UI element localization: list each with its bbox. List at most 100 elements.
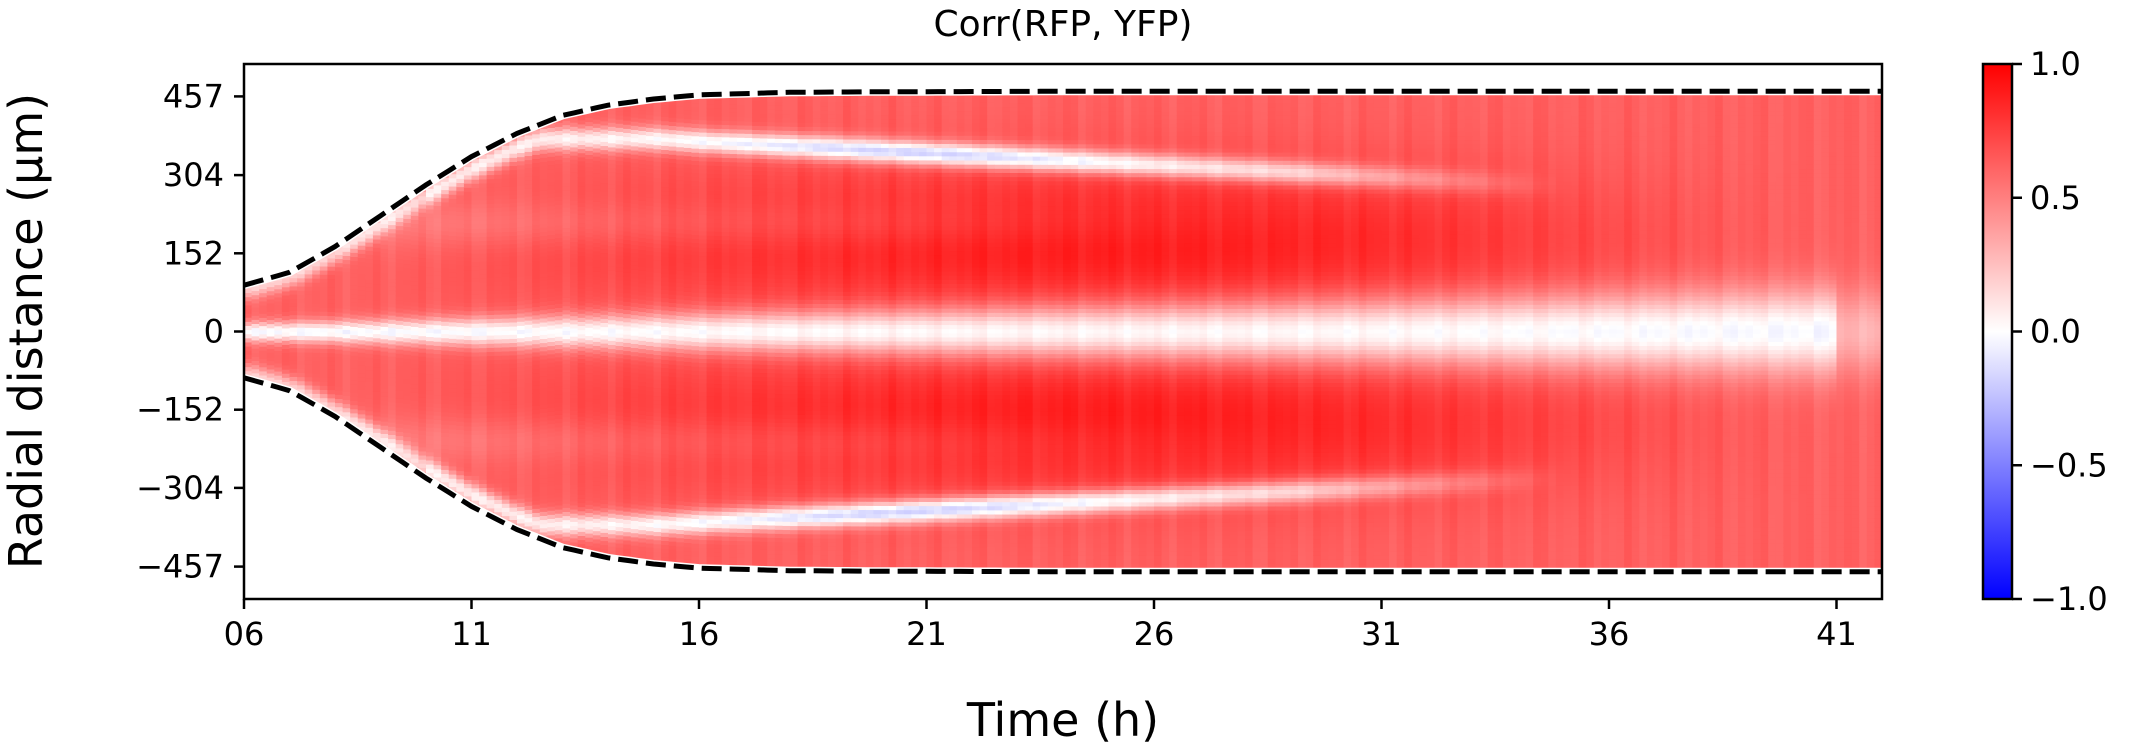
heatmap-cell bbox=[577, 152, 586, 158]
heatmap-cell bbox=[638, 500, 647, 506]
heatmap-cell bbox=[501, 149, 511, 154]
heatmap-cell bbox=[683, 291, 693, 297]
heatmap-cell bbox=[456, 244, 465, 249]
heatmap-cell bbox=[699, 313, 708, 318]
heatmap-cell bbox=[577, 428, 586, 434]
heatmap-cell bbox=[304, 384, 313, 390]
heatmap-cell bbox=[509, 268, 518, 274]
heatmap-cell bbox=[577, 119, 586, 125]
heatmap-cell bbox=[630, 166, 639, 172]
heatmap-cell bbox=[509, 490, 518, 496]
heatmap-cell bbox=[683, 443, 693, 449]
heatmap-cell bbox=[661, 396, 670, 402]
heatmap-cell bbox=[608, 496, 617, 502]
heatmap-cell bbox=[554, 327, 564, 333]
heatmap-cell bbox=[274, 375, 283, 380]
heatmap-cell bbox=[676, 504, 685, 510]
heatmap-cell bbox=[251, 343, 260, 349]
heatmap-cell bbox=[312, 352, 321, 357]
heatmap-cell bbox=[433, 423, 442, 429]
heatmap-cell bbox=[706, 502, 715, 508]
heatmap-cell bbox=[691, 510, 700, 515]
heatmap-cell bbox=[539, 144, 548, 150]
heatmap-cell bbox=[547, 205, 556, 211]
heatmap-cell bbox=[668, 327, 677, 332]
heatmap-cell bbox=[463, 166, 473, 172]
heatmap-cell bbox=[388, 438, 397, 444]
heatmap-cell bbox=[630, 244, 639, 250]
heatmap-cell bbox=[380, 289, 389, 295]
heatmap-cell bbox=[494, 499, 503, 505]
heatmap-cell bbox=[342, 403, 351, 409]
heatmap-cell bbox=[676, 377, 685, 382]
heatmap-cell bbox=[699, 510, 708, 516]
heatmap-cell bbox=[630, 540, 639, 546]
heatmap-cell bbox=[661, 404, 670, 410]
heatmap-cell bbox=[471, 500, 480, 505]
heatmap-cell bbox=[471, 162, 480, 168]
heatmap-cell bbox=[585, 203, 594, 209]
heatmap-cell bbox=[357, 319, 366, 324]
heatmap-cell bbox=[608, 369, 617, 374]
heatmap-cell bbox=[539, 243, 548, 249]
heatmap-cell bbox=[342, 317, 351, 322]
heatmap-cell bbox=[471, 265, 480, 271]
heatmap-cell bbox=[683, 509, 693, 515]
heatmap-cell bbox=[699, 354, 708, 359]
heatmap-cell bbox=[600, 540, 609, 546]
heatmap-cell bbox=[479, 302, 488, 308]
heatmap-cell bbox=[456, 322, 465, 328]
heatmap-cell bbox=[342, 304, 351, 310]
heatmap-cell bbox=[600, 194, 609, 200]
heatmap-cell bbox=[463, 335, 473, 341]
heatmap-cell bbox=[532, 520, 541, 526]
heatmap-cell bbox=[699, 436, 708, 442]
heatmap-cell bbox=[699, 490, 708, 495]
heatmap-cell bbox=[471, 207, 480, 213]
heatmap-cell bbox=[456, 375, 465, 381]
heatmap-cell bbox=[706, 354, 715, 360]
heatmap-cell bbox=[494, 503, 503, 509]
heatmap-cell bbox=[524, 315, 533, 321]
heatmap-cell bbox=[418, 224, 427, 230]
heatmap-cell bbox=[403, 226, 412, 232]
heatmap-cell bbox=[615, 530, 624, 536]
heatmap-cell bbox=[638, 521, 647, 527]
heatmap-cell bbox=[615, 423, 624, 429]
heatmap-cell bbox=[418, 446, 427, 452]
heatmap-cell bbox=[562, 503, 571, 508]
heatmap-cell bbox=[335, 390, 344, 395]
heatmap-cell bbox=[539, 161, 548, 167]
heatmap-cell bbox=[365, 423, 374, 428]
heatmap-cell bbox=[592, 345, 602, 351]
heatmap-cell bbox=[691, 341, 700, 347]
heatmap-cell bbox=[577, 115, 586, 121]
heatmap-cell bbox=[289, 347, 298, 353]
heatmap-cell bbox=[585, 253, 594, 258]
heatmap-cell bbox=[577, 510, 586, 516]
heatmap-cell bbox=[539, 474, 548, 479]
heatmap-cell bbox=[668, 466, 677, 472]
heatmap-cell bbox=[456, 252, 465, 258]
heatmap-cell bbox=[433, 439, 442, 445]
heatmap-cell bbox=[600, 112, 609, 118]
heatmap-cell bbox=[645, 551, 655, 556]
heatmap-cell bbox=[585, 491, 594, 497]
heatmap-cell bbox=[570, 327, 579, 333]
heatmap-cell bbox=[638, 122, 647, 127]
heatmap-cell bbox=[699, 160, 708, 166]
heatmap-cell bbox=[410, 223, 420, 229]
heatmap-cell bbox=[532, 446, 541, 452]
heatmap-cell bbox=[554, 360, 564, 366]
heatmap-cell bbox=[547, 510, 556, 515]
heatmap-cell bbox=[259, 329, 268, 335]
heatmap-cell bbox=[403, 304, 412, 310]
heatmap-cell bbox=[615, 411, 624, 416]
heatmap-cell bbox=[608, 167, 617, 173]
heatmap-cell bbox=[403, 341, 412, 347]
heatmap-cell bbox=[266, 348, 275, 353]
heatmap-cell bbox=[630, 363, 639, 369]
heatmap-cell bbox=[638, 303, 647, 308]
heatmap-cell bbox=[418, 220, 427, 226]
heatmap-cell bbox=[289, 289, 298, 295]
